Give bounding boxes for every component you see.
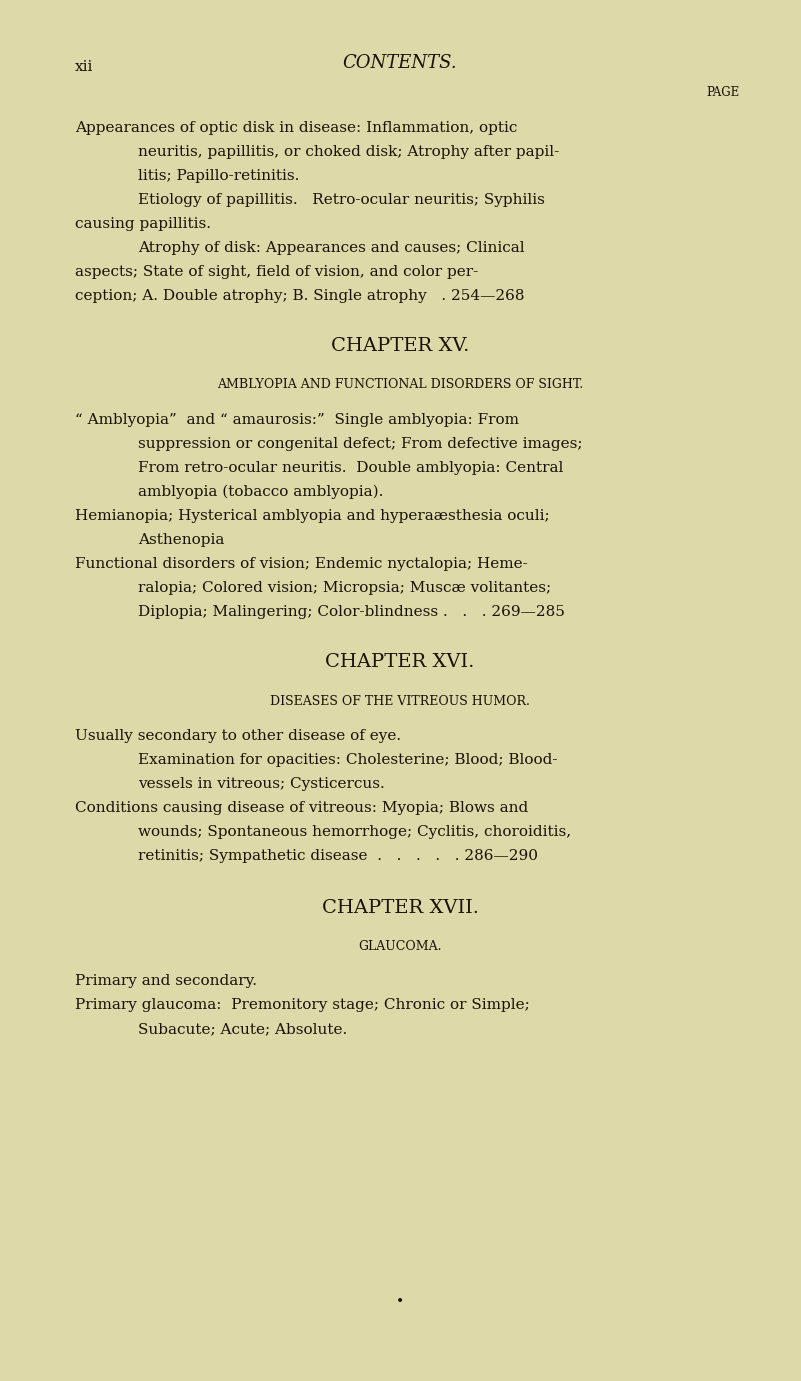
Text: CONTENTS.: CONTENTS. (343, 54, 457, 72)
Text: DISEASES OF THE VITREOUS HUMOR.: DISEASES OF THE VITREOUS HUMOR. (270, 695, 530, 708)
Text: CHAPTER XV.: CHAPTER XV. (331, 337, 469, 355)
Text: amblyopia (tobacco amblyopia).: amblyopia (tobacco amblyopia). (138, 485, 384, 499)
Text: Hemianopia; Hysterical amblyopia and hyperaæsthesia oculi;: Hemianopia; Hysterical amblyopia and hyp… (75, 510, 549, 523)
Text: Primary glaucoma:  Premonitory stage; Chronic or Simple;: Primary glaucoma: Premonitory stage; Chr… (75, 998, 529, 1012)
Text: Asthenopia: Asthenopia (138, 533, 224, 547)
Text: Etiology of papillitis.   Retro-ocular neuritis; Syphilis: Etiology of papillitis. Retro-ocular neu… (138, 193, 545, 207)
Text: vessels in vitreous; Cysticercus.: vessels in vitreous; Cysticercus. (138, 778, 384, 791)
Text: AMBLYOPIA AND FUNCTIONAL DISORDERS OF SIGHT.: AMBLYOPIA AND FUNCTIONAL DISORDERS OF SI… (217, 378, 583, 391)
Text: wounds; Spontaneous hemorrhoge; Cyclitis, choroiditis,: wounds; Spontaneous hemorrhoge; Cyclitis… (138, 824, 571, 840)
Text: causing papillitis.: causing papillitis. (75, 217, 211, 231)
Text: suppression or congenital defect; From defective images;: suppression or congenital defect; From d… (138, 436, 582, 452)
Text: neuritis, papillitis, or choked disk; Atrophy after papil-: neuritis, papillitis, or choked disk; At… (138, 145, 559, 159)
Text: ception; A. Double atrophy; B. Single atrophy   . 254—268: ception; A. Double atrophy; B. Single at… (75, 289, 525, 302)
Text: retinitis; Sympathetic disease  .   .   .   .   . 286—290: retinitis; Sympathetic disease . . . . .… (138, 849, 538, 863)
Text: Appearances of optic disk in disease: Inflammation, optic: Appearances of optic disk in disease: In… (75, 122, 517, 135)
Text: aspects; State of sight, field of vision, and color per-: aspects; State of sight, field of vision… (75, 265, 478, 279)
Text: CHAPTER XVI.: CHAPTER XVI. (325, 653, 475, 671)
Text: Usually secondary to other disease of eye.: Usually secondary to other disease of ey… (75, 729, 401, 743)
Text: Functional disorders of vision; Endemic nyctalopia; Heme-: Functional disorders of vision; Endemic … (75, 557, 528, 570)
Text: “ Amblyopia”  and “ amaurosis:”  Single amblyopia: From: “ Amblyopia” and “ amaurosis:” Single am… (75, 413, 519, 427)
Text: •: • (396, 1295, 405, 1309)
Text: Atrophy of disk: Appearances and causes; Clinical: Atrophy of disk: Appearances and causes;… (138, 242, 525, 255)
Text: xii: xii (75, 59, 94, 75)
Text: Primary and secondary.: Primary and secondary. (75, 974, 257, 987)
Text: Examination for opacities: Cholesterine; Blood; Blood-: Examination for opacities: Cholesterine;… (138, 753, 557, 766)
Text: Subacute; Acute; Absolute.: Subacute; Acute; Absolute. (138, 1022, 348, 1036)
Text: From retro-ocular neuritis.  Double amblyopia: Central: From retro-ocular neuritis. Double ambly… (138, 461, 563, 475)
Text: GLAUCOMA.: GLAUCOMA. (358, 940, 441, 953)
Text: CHAPTER XVII.: CHAPTER XVII. (321, 899, 478, 917)
Text: Diplopia; Malingering; Color-blindness .   .   . 269—285: Diplopia; Malingering; Color-blindness .… (138, 605, 565, 619)
Text: ralopia; Colored vision; Micropsia; Muscæ volitantes;: ralopia; Colored vision; Micropsia; Musc… (138, 581, 551, 595)
Text: PAGE: PAGE (706, 86, 740, 99)
Text: litis; Papillo-retinitis.: litis; Papillo-retinitis. (138, 168, 300, 184)
Text: Conditions causing disease of vitreous: Myopia; Blows and: Conditions causing disease of vitreous: … (75, 801, 528, 815)
